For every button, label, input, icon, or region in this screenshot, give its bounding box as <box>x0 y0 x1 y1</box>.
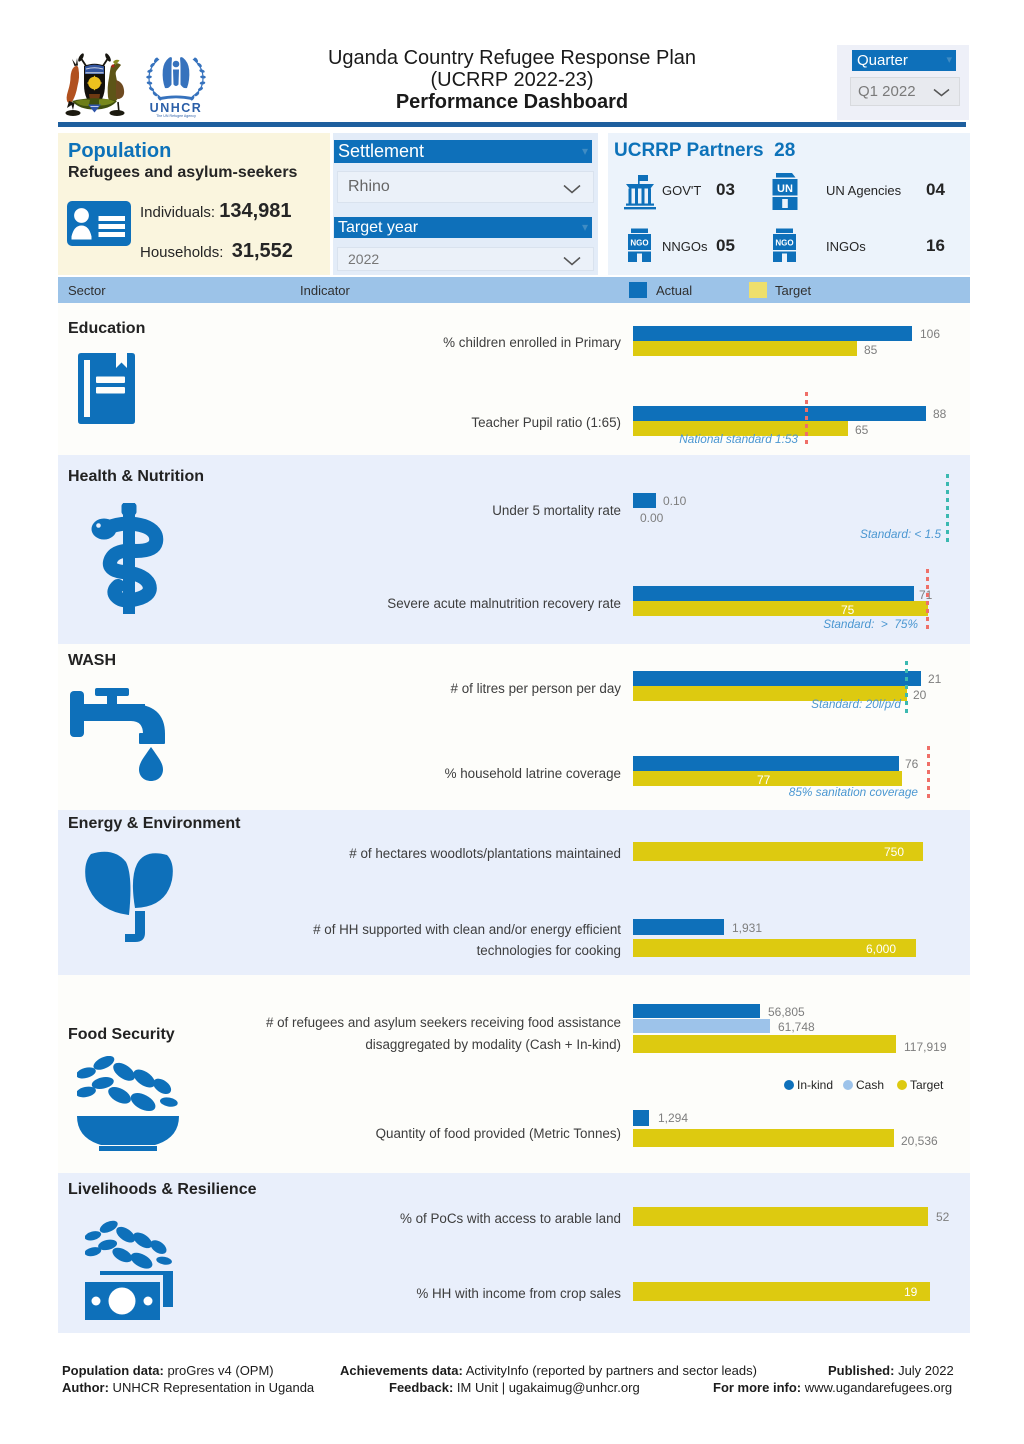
svg-text:UNHCR: UNHCR <box>150 101 203 115</box>
svg-text:UN: UN <box>777 183 793 195</box>
svg-text:The UN Refugee Agency: The UN Refugee Agency <box>156 114 196 118</box>
svg-text:NGO: NGO <box>630 239 648 248</box>
svg-text:NGO: NGO <box>775 239 793 248</box>
